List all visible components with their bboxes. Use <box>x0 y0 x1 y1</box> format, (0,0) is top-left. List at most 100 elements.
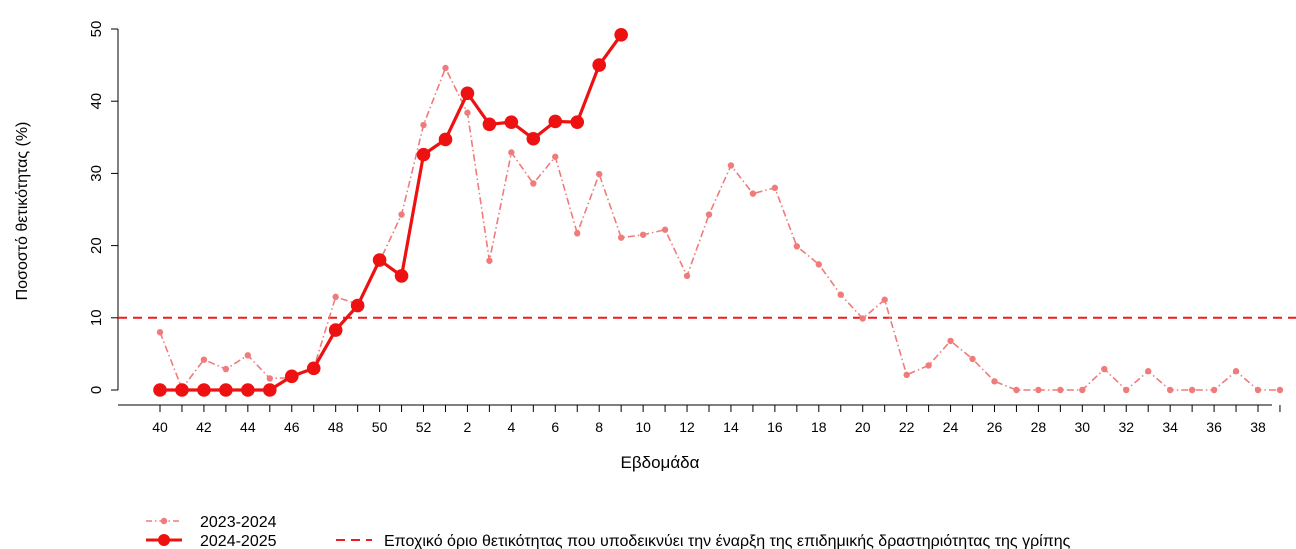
x-tick-label: 28 <box>1031 419 1047 435</box>
series-2023-2024-point <box>925 362 932 369</box>
series-2024-2025 <box>153 27 628 397</box>
series-2023-2024-point <box>1232 368 1240 375</box>
series-2023-2024-point <box>156 329 164 336</box>
series-layer <box>153 27 1284 397</box>
legend-2024-2025-label: 2024-2025 <box>200 533 277 549</box>
x-tick-label: 48 <box>328 419 344 435</box>
series-2023-2024-point <box>859 315 866 322</box>
x-tick-label: 44 <box>240 419 256 435</box>
series-2023-2024-point <box>1145 368 1152 375</box>
series-2023-2024-point <box>1166 386 1174 394</box>
series-2024-2025-point <box>592 58 606 72</box>
x-tick-label: 40 <box>152 419 168 435</box>
legend: 2023-2024 2024-2025 Εποχικό όριο θετικότητ… <box>146 514 1071 549</box>
series-2023-2024-point <box>661 226 669 233</box>
series-2024-2025-point <box>197 383 211 397</box>
series-2024-2025-point <box>372 253 387 267</box>
series-2023-2024-point <box>771 184 779 192</box>
series-2023-2024-point <box>793 243 801 250</box>
series-2024-2025-point <box>482 117 497 132</box>
series-2023-2024-point <box>969 355 976 363</box>
series-2024-2025-point <box>570 115 585 129</box>
series-2024-2025-point <box>548 114 563 129</box>
x-tick-label: 10 <box>635 419 651 435</box>
y-tick-label: 20 <box>88 237 105 254</box>
series-2023-2024-point <box>991 378 998 385</box>
x-tick-label: 4 <box>507 419 515 435</box>
series-2023-2024-point <box>1276 386 1284 394</box>
series-2023-2024-point <box>727 162 735 169</box>
x-tick-label: 18 <box>811 419 827 435</box>
x-tick-label: 26 <box>987 419 1003 435</box>
x-tick-label: 42 <box>196 419 212 435</box>
series-2024-2025-point <box>394 269 409 283</box>
x-tick-label: 24 <box>943 419 959 435</box>
series-2023-2024-point <box>903 371 910 379</box>
series-2023-2024-point <box>1254 386 1262 394</box>
series-2024-2025-point <box>306 361 321 376</box>
x-tick-label: 20 <box>855 419 871 435</box>
series-2024-2025-point <box>460 86 475 101</box>
series-2024-2025-point <box>153 383 167 397</box>
series-2023-2024-point <box>398 211 405 218</box>
series-2023-2024-line <box>159 65 1280 392</box>
series-2024-2025-point <box>219 383 233 397</box>
x-tick-label: 50 <box>372 419 388 435</box>
series-2023-2024-point <box>552 153 559 160</box>
legend-2023-2024-label: 2023-2024 <box>200 514 277 531</box>
x-tick-label: 30 <box>1075 419 1091 435</box>
x-tick-label: 52 <box>416 419 432 435</box>
series-2023-2024-point <box>1035 386 1042 394</box>
series-2024-2025-line <box>160 33 623 392</box>
series-2023-2024-point <box>486 257 493 264</box>
series-2024-2025-point <box>350 298 365 313</box>
series-2023-2024-point <box>596 170 603 178</box>
y-tick-label: 0 <box>88 386 105 394</box>
y-tick-label: 50 <box>88 21 105 38</box>
series-2023-2024-point <box>530 180 537 187</box>
series-2023-2024-point <box>881 296 888 303</box>
x-tick-label: 12 <box>679 419 695 435</box>
series-2023-2024-point <box>1210 386 1218 394</box>
y-tick-label: 30 <box>88 165 105 182</box>
x-tick-label: 22 <box>899 419 915 435</box>
x-tick-label: 14 <box>723 419 739 435</box>
series-2023-2024-point <box>222 365 230 373</box>
series-2023-2024-point <box>705 211 713 218</box>
x-tick-label: 32 <box>1118 419 1134 435</box>
series-2024-2025-point <box>416 147 431 162</box>
series-2023-2024-point <box>200 356 208 363</box>
x-axis-label: Εβδομάδα <box>621 453 700 472</box>
series-2023-2024-point <box>749 190 757 197</box>
series-2023-2024-point <box>442 64 449 72</box>
legend-2024-2025-marker <box>158 534 170 546</box>
x-tick-label: 8 <box>595 419 603 435</box>
series-2023-2024-point <box>1013 386 1020 394</box>
legend-threshold-label: Εποχικό όριο θετικότητας που υποδεικνύει… <box>384 533 1071 549</box>
series-2023-2024 <box>156 64 1284 394</box>
y-tick-label: 10 <box>88 309 105 326</box>
x-tick-label: 16 <box>767 419 783 435</box>
x-tick-label: 6 <box>551 419 559 435</box>
x-tick-label: 2 <box>464 419 472 435</box>
series-2023-2024-point <box>683 272 691 280</box>
series-2023-2024-point <box>1123 386 1130 394</box>
series-2023-2024-point <box>420 121 427 129</box>
series-2023-2024-point <box>1079 386 1086 394</box>
series-2023-2024-point <box>837 291 844 298</box>
series-2024-2025-point <box>175 383 189 397</box>
series-2024-2025-point <box>241 383 255 397</box>
series-2023-2024-point <box>464 109 471 116</box>
series-2023-2024-point <box>508 149 515 156</box>
y-axis-label: Ποσοστό θετικότητας (%) <box>14 122 31 301</box>
series-2023-2024-point <box>1188 386 1196 394</box>
series-2023-2024-point <box>815 261 822 268</box>
x-tick-label: 38 <box>1250 419 1266 435</box>
series-2024-2025-point <box>328 323 343 337</box>
series-2023-2024-point <box>266 375 273 382</box>
x-tick-label: 34 <box>1162 419 1178 435</box>
series-2023-2024-point <box>947 337 954 345</box>
series-2023-2024-point <box>574 230 581 237</box>
series-2024-2025-point <box>614 27 628 42</box>
